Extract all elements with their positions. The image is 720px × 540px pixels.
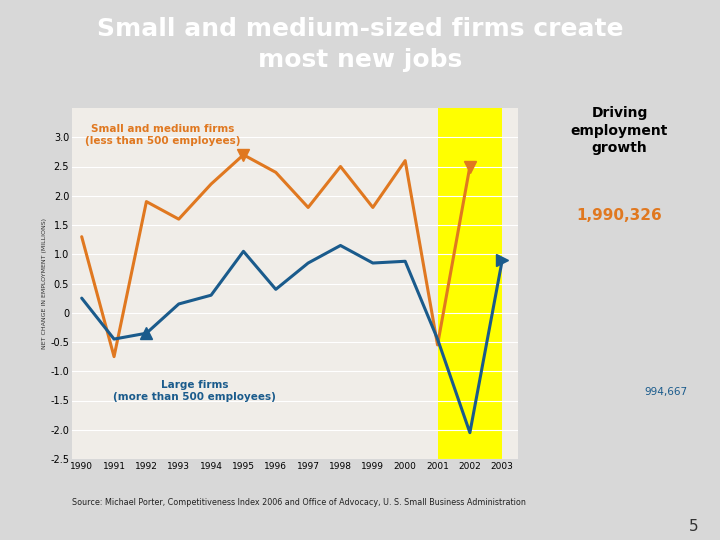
Text: 5: 5 [689, 519, 698, 534]
Text: Source: Michael Porter, Competitiveness Index 2006 and Office of Advocacy, U. S.: Source: Michael Porter, Competitiveness … [72, 498, 526, 507]
Text: Large firms
(more than 500 employees): Large firms (more than 500 employees) [114, 380, 276, 402]
Y-axis label: NET CHANGE IN EMPLOYMENT (MILLIONS): NET CHANGE IN EMPLOYMENT (MILLIONS) [42, 218, 48, 349]
Bar [438, 108, 503, 459]
Text: Driving
employment
growth: Driving employment growth [571, 106, 668, 155]
Text: 1,990,326: 1,990,326 [577, 208, 662, 223]
Text: Small and medium firms
(less than 500 employees): Small and medium firms (less than 500 em… [85, 124, 240, 146]
Text: Small and medium-sized firms create
most new jobs: Small and medium-sized firms create most… [96, 17, 624, 72]
Text: 994,667: 994,667 [644, 387, 688, 396]
